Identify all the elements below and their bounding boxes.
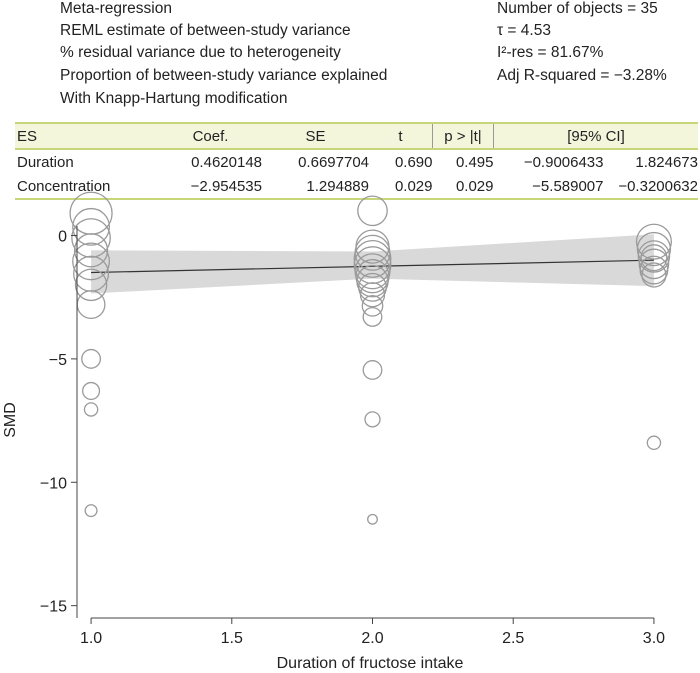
column-header-coef: Coef. xyxy=(159,122,262,150)
header-left-line-1: Meta-regression xyxy=(60,0,172,17)
data-point-24 xyxy=(362,306,383,327)
regression-table: ES Coef. SE t p > |t| [95% CI] Duration … xyxy=(15,122,698,200)
data-point-21 xyxy=(358,272,387,302)
row-name: Duration xyxy=(17,153,74,171)
row-name: Concentration xyxy=(15,174,159,200)
column-header-ci: [95% CI] xyxy=(493,122,698,150)
data-point-14 xyxy=(355,229,390,264)
header-left-line-3: % residual variance due to heterogeneity xyxy=(60,44,341,61)
ci-low-cell: −0.9006433 xyxy=(523,153,604,171)
coef-cell: −2.954535 xyxy=(159,174,262,200)
data-point-9 xyxy=(81,348,102,369)
coef-cell: 0.4620148 xyxy=(191,153,262,171)
data-point-2 xyxy=(72,207,111,246)
ci-high-cell: −0.3200632 xyxy=(603,174,698,200)
data-point-16 xyxy=(353,239,392,278)
column-header-es: ES xyxy=(15,122,159,150)
data-point-27 xyxy=(367,513,378,525)
header-right-line-3: I²-res = 81.67% xyxy=(497,44,604,61)
data-point-23 xyxy=(361,294,384,317)
data-point-3 xyxy=(71,218,111,258)
t-cell: 0.029 xyxy=(369,174,433,200)
header-right-line-1: Number of objects = 35 xyxy=(497,0,658,17)
t-cell: 0.690 xyxy=(394,153,433,171)
se-cell: 0.6697704 xyxy=(298,153,369,171)
data-point-7 xyxy=(74,268,108,302)
column-header-t: t xyxy=(369,122,433,150)
meta-regression-header: Meta-regression REML estimate of between… xyxy=(0,0,700,115)
data-point-32 xyxy=(639,255,669,285)
header-right-line-4: Adj R-squared = −3.28% xyxy=(497,67,667,84)
ci-low-cell: −5.589007 xyxy=(493,174,604,200)
y-tick-label: 0 xyxy=(58,228,67,245)
data-point-31 xyxy=(638,248,670,280)
x-tick-label: 3.0 xyxy=(643,630,665,647)
x-tick-label: 1.0 xyxy=(80,630,102,647)
data-point-4 xyxy=(73,233,109,268)
table-header-row: ES Coef. SE t p > |t| [95% CI] xyxy=(15,122,698,150)
header-right-line-2: τ = 4.53 xyxy=(497,22,551,39)
x-tick-label: 2.5 xyxy=(502,630,524,647)
y-tick-label: −15 xyxy=(40,599,67,616)
se-cell: 1.294889 xyxy=(262,174,369,200)
data-point-11 xyxy=(83,402,99,417)
data-point-18 xyxy=(354,253,391,290)
column-header-se: SE xyxy=(262,122,369,150)
data-point-5 xyxy=(72,242,111,281)
data-point-15 xyxy=(354,234,391,271)
ci-high-cell: 1.824673 xyxy=(635,153,698,171)
confidence-band xyxy=(91,234,654,294)
p-cell: 0.029 xyxy=(432,174,494,200)
x-tick-label: 2.0 xyxy=(361,630,383,647)
x-tick-label: 1.5 xyxy=(221,630,243,647)
data-point-10 xyxy=(82,381,101,401)
data-point-22 xyxy=(359,282,386,308)
regression-line xyxy=(91,259,654,274)
data-point-25 xyxy=(362,360,383,380)
p-cell: 0.495 xyxy=(455,153,494,171)
data-point-29 xyxy=(636,231,672,267)
data-point-19 xyxy=(355,259,390,294)
data-point-12 xyxy=(84,504,98,518)
data-point-33 xyxy=(640,244,668,272)
data-point-30 xyxy=(637,240,671,273)
data-point-13 xyxy=(357,195,388,227)
header-left-line-5: With Knapp-Hartung modification xyxy=(60,90,288,107)
data-point-8 xyxy=(76,290,106,320)
y-axis-title: SMD xyxy=(2,402,19,438)
data-point-28 xyxy=(635,223,672,260)
table-row: Concentration −2.954535 1.294889 0.029 0… xyxy=(15,174,698,200)
header-left-line-2: REML estimate of between-study variance xyxy=(60,22,351,39)
data-point-34 xyxy=(641,262,667,288)
table-row: Duration 0.4620148 0.6697704 0.690 0.495… xyxy=(15,149,698,174)
column-header-p: p > |t| xyxy=(432,122,494,150)
data-point-35 xyxy=(646,435,662,451)
y-tick-label: −5 xyxy=(49,352,67,369)
header-left-line-4: Proportion of between-study variance exp… xyxy=(60,67,388,84)
data-point-17 xyxy=(353,246,392,285)
data-point-6 xyxy=(73,255,110,292)
x-axis-title: Duration of fructose intake xyxy=(277,655,464,672)
y-tick-label: −10 xyxy=(40,475,67,492)
data-point-26 xyxy=(364,411,381,428)
data-point-20 xyxy=(356,264,389,298)
